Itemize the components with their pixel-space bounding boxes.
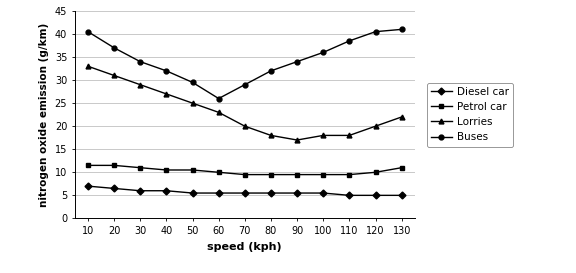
Diesel car bbox=[267, 191, 274, 195]
X-axis label: speed (kph): speed (kph) bbox=[207, 242, 282, 252]
Petrol car bbox=[189, 168, 196, 172]
Lorries bbox=[294, 138, 301, 142]
Diesel car bbox=[241, 191, 248, 195]
Petrol car bbox=[346, 173, 353, 176]
Petrol car bbox=[85, 164, 92, 167]
Buses bbox=[85, 30, 92, 33]
Buses bbox=[215, 97, 222, 100]
Petrol car bbox=[320, 173, 327, 176]
Buses bbox=[267, 69, 274, 73]
Lorries bbox=[241, 124, 248, 128]
Lorries bbox=[163, 92, 170, 96]
Petrol car bbox=[372, 171, 379, 174]
Diesel car bbox=[346, 194, 353, 197]
Diesel car bbox=[85, 185, 92, 188]
Diesel car bbox=[372, 194, 379, 197]
Buses bbox=[346, 39, 353, 43]
Buses bbox=[372, 30, 379, 33]
Lorries bbox=[398, 115, 405, 118]
Lorries bbox=[215, 111, 222, 114]
Petrol car bbox=[137, 166, 143, 169]
Petrol car bbox=[241, 173, 248, 176]
Line: Petrol car: Petrol car bbox=[85, 163, 404, 177]
Line: Lorries: Lorries bbox=[85, 64, 404, 143]
Buses bbox=[320, 51, 327, 54]
Diesel car bbox=[137, 189, 143, 192]
Buses bbox=[241, 83, 248, 86]
Petrol car bbox=[111, 164, 118, 167]
Diesel car bbox=[294, 191, 301, 195]
Line: Buses: Buses bbox=[85, 27, 404, 101]
Petrol car bbox=[294, 173, 301, 176]
Diesel car bbox=[398, 194, 405, 197]
Diesel car bbox=[163, 189, 170, 192]
Petrol car bbox=[267, 173, 274, 176]
Diesel car bbox=[320, 191, 327, 195]
Line: Diesel car: Diesel car bbox=[85, 184, 404, 198]
Lorries bbox=[267, 134, 274, 137]
Diesel car bbox=[189, 191, 196, 195]
Buses bbox=[294, 60, 301, 63]
Lorries bbox=[346, 134, 353, 137]
Diesel car bbox=[215, 191, 222, 195]
Buses bbox=[163, 69, 170, 73]
Buses bbox=[137, 60, 143, 63]
Buses bbox=[398, 28, 405, 31]
Lorries bbox=[111, 74, 118, 77]
Legend: Diesel car, Petrol car, Lorries, Buses: Diesel car, Petrol car, Lorries, Buses bbox=[427, 83, 513, 147]
Petrol car bbox=[215, 171, 222, 174]
Lorries bbox=[372, 124, 379, 128]
Y-axis label: nitrogen oxide emission (g/km): nitrogen oxide emission (g/km) bbox=[39, 23, 49, 207]
Diesel car bbox=[111, 187, 118, 190]
Petrol car bbox=[163, 168, 170, 172]
Buses bbox=[189, 81, 196, 84]
Petrol car bbox=[398, 166, 405, 169]
Lorries bbox=[320, 134, 327, 137]
Lorries bbox=[189, 102, 196, 105]
Lorries bbox=[85, 65, 92, 68]
Buses bbox=[111, 46, 118, 49]
Lorries bbox=[137, 83, 143, 86]
